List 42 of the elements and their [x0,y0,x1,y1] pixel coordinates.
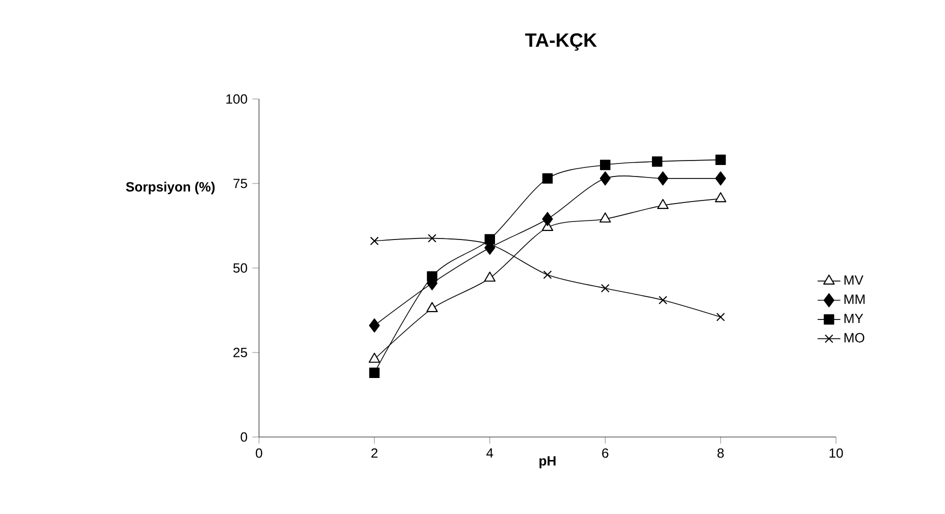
point [368,352,380,363]
legend-label: MY [844,314,864,324]
y-tick-label: 100 [226,94,248,104]
x-tick-label: 6 [602,448,608,458]
point [542,212,553,226]
point [369,368,380,378]
point [369,318,380,333]
point [543,270,552,280]
point [658,171,668,186]
legend-label: MV [844,275,864,285]
x-tick-label: 10 [830,448,843,458]
y-tick-label: 75 [233,178,248,188]
point [600,284,610,293]
point [652,156,662,167]
point [600,160,610,170]
y-tick-label: 50 [233,263,248,273]
point [714,192,726,202]
chart-title: TA-KÇK [525,33,597,51]
x-tick-label: 8 [717,448,724,458]
x-tick-label: 4 [486,448,494,458]
x-tick-label: 2 [371,448,378,458]
x-axis-title: pH [540,456,556,468]
point [658,296,668,304]
point [484,272,496,282]
y-axis-title: Sorpsiyon (%) [126,182,215,194]
point [715,171,726,186]
point [484,234,496,244]
legend-label: MM [844,294,865,304]
point [715,154,726,166]
point [370,236,379,246]
legend-label: MO [844,333,864,342]
point [426,271,438,282]
point [657,198,669,209]
x-tick-label: 0 [256,448,262,458]
y-tick-label: 0 [240,432,248,442]
point [599,212,611,223]
point [428,234,436,243]
point [716,312,725,322]
point [600,171,611,186]
point [542,173,553,184]
point [426,302,438,312]
y-tick-label: 25 [233,348,248,358]
